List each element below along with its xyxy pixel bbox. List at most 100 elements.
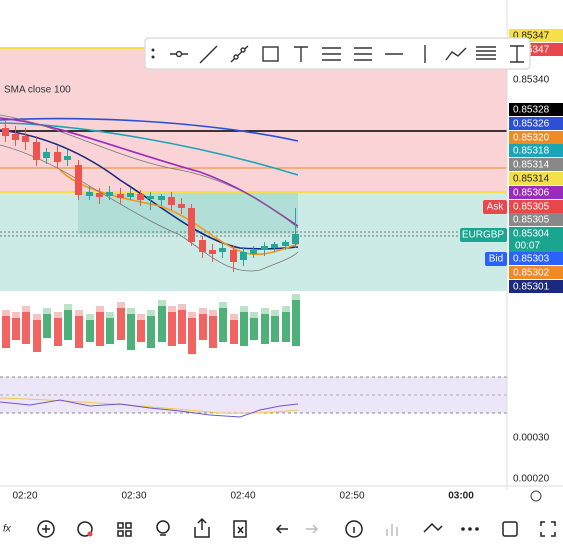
volume-bar (240, 312, 248, 346)
fullscreen-button[interactable] (540, 521, 556, 537)
volume-bar-shadow (137, 314, 145, 320)
volume-bar-shadow (75, 310, 83, 316)
ideas-button[interactable] (156, 520, 170, 536)
volume-bar-shadow (96, 306, 104, 312)
volume-bar (209, 316, 217, 348)
candle-body (127, 193, 134, 197)
volume-bar-shadow (271, 310, 279, 316)
undo-button[interactable] (275, 524, 288, 534)
candle-body (158, 196, 165, 200)
share-button[interactable] (194, 517, 210, 538)
candle-body (43, 152, 50, 158)
candle-body (147, 196, 154, 199)
volume-button[interactable] (386, 524, 398, 536)
volume-bar (86, 320, 94, 342)
volume-bar-shadow (168, 306, 176, 312)
price-label: 0.85328 (513, 105, 550, 116)
tool-poly[interactable] (445, 47, 467, 61)
price-label: 0.85326 (513, 119, 550, 130)
tool-levels[interactable] (476, 46, 496, 60)
candle-body (219, 248, 226, 252)
price-label: 0.85347 (513, 31, 550, 42)
volume-bar-shadow (209, 310, 217, 316)
price-label: 0.85314 (513, 174, 550, 185)
candle-body (54, 152, 61, 162)
volume-bar-shadow (219, 302, 227, 308)
tool-trend[interactable] (199, 45, 218, 64)
price-tag-bg (509, 172, 563, 185)
tool-measure[interactable] (510, 45, 524, 63)
info-button[interactable] (345, 520, 363, 538)
oscillator-tick: 0.00030 (513, 433, 550, 444)
volume-bar-shadow (33, 314, 41, 320)
price-tag-bg (509, 266, 563, 279)
time-tick: 02:20 (12, 491, 37, 502)
candle-body (106, 192, 113, 196)
tool-path[interactable] (230, 45, 249, 63)
volume-bar-shadow (261, 308, 269, 314)
price-label: 0.85305 (513, 202, 550, 213)
volume-bar-shadow (22, 306, 30, 312)
tool-hline[interactable] (170, 50, 188, 58)
candle-body (292, 234, 299, 244)
tool-text[interactable] (294, 46, 308, 62)
volume-bar (12, 318, 20, 340)
volume-bar (75, 316, 83, 348)
indicator-label: SMA close 100 (4, 85, 71, 96)
price-tag-bg (509, 117, 563, 130)
bid-tag: Bid (489, 254, 503, 265)
volume-bar-shadow (54, 312, 62, 318)
volume-bar (199, 314, 207, 340)
price-label: 0.85302 (513, 268, 550, 279)
more-button[interactable] (461, 527, 479, 531)
volume-bar (188, 318, 196, 354)
volume-bar-shadow (178, 304, 186, 310)
tool-pitch[interactable] (354, 47, 372, 61)
price-label: 0.85301 (513, 282, 550, 293)
price-label: 0.85303 (513, 254, 550, 265)
volume-bar (282, 312, 290, 342)
redo-button[interactable] (306, 524, 319, 534)
indicators-button[interactable]: fx (3, 524, 12, 535)
bottom-toolbar: fx (3, 517, 556, 538)
candle-body (168, 197, 175, 205)
tool-rect[interactable] (262, 46, 279, 62)
candle-body (240, 252, 247, 260)
volume-bar-shadow (292, 294, 300, 300)
chart-type-button[interactable] (423, 522, 443, 533)
volume-bar (147, 316, 155, 348)
price-tag-bg (509, 252, 563, 265)
volume-bar-shadow (127, 308, 135, 314)
volume-bar-shadow (240, 306, 248, 312)
candle-body (75, 165, 82, 195)
add-button[interactable] (37, 520, 55, 538)
candle-body (33, 142, 40, 160)
price-tag-bg (509, 186, 563, 199)
candle-body (86, 192, 93, 196)
price-label: 0.85306 (513, 188, 550, 199)
window-button[interactable] (502, 521, 518, 537)
volume-bar (22, 312, 30, 344)
candle-body (261, 246, 268, 250)
time-tick: 02:30 (121, 491, 146, 502)
volume-bar (2, 316, 10, 348)
candle-body (271, 244, 278, 248)
volume-bar (137, 320, 145, 342)
price-label: 0.85347 (513, 45, 550, 56)
volume-bar (292, 300, 300, 346)
price-label: 0.85340 (513, 75, 550, 86)
price-axis: 0.85347 0.85347 0.85340 0.85328 0.85326 0.853… (509, 29, 563, 293)
volume-bar (43, 314, 51, 338)
candle-body (96, 193, 103, 197)
alert-button[interactable] (77, 521, 93, 537)
volume-bar (117, 308, 125, 340)
volume-bar-shadow (2, 310, 10, 316)
oscillator-tick: 0.00020 (513, 474, 550, 485)
candle-body (22, 136, 29, 142)
layout-button[interactable] (117, 522, 132, 537)
volume-bar-shadow (43, 308, 51, 314)
calc-button[interactable] (233, 520, 247, 538)
price-tag-bg (509, 200, 563, 213)
volume-bar (54, 318, 62, 346)
tool-fib[interactable] (322, 47, 341, 61)
